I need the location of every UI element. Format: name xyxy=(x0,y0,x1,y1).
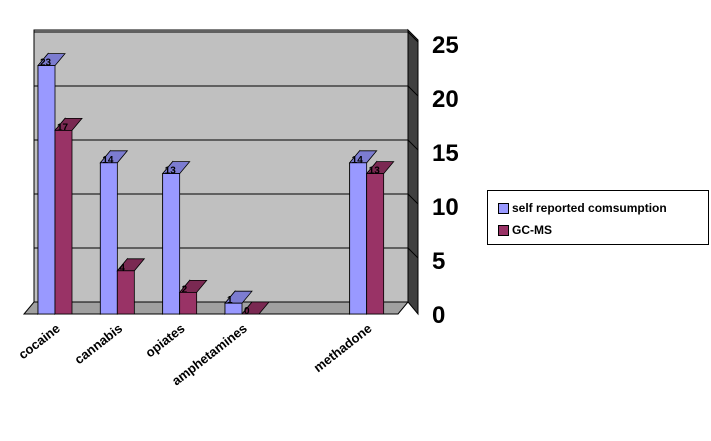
data-label: 14 xyxy=(352,155,364,166)
bar-series-1 xyxy=(224,290,253,316)
legend-swatch-series-1 xyxy=(498,202,509,214)
y-tick-label: 0 xyxy=(432,302,445,329)
x-tick-label: cannabis xyxy=(72,321,126,368)
data-label: 23 xyxy=(40,58,52,69)
back-wall xyxy=(33,29,409,303)
data-label: 1 xyxy=(227,295,233,306)
legend-label-series-2: GC-MS xyxy=(512,223,552,237)
data-label: 14 xyxy=(102,155,114,166)
bar-series-1 xyxy=(161,160,191,316)
data-label: 2 xyxy=(182,284,188,295)
bar-series-2 xyxy=(54,117,83,316)
legend-label-series-1: self reported comsumption xyxy=(512,201,667,215)
gridline-side xyxy=(407,193,419,205)
bar-series-2 xyxy=(178,279,208,316)
x-tick-label: opiates xyxy=(142,321,187,361)
y-axis-ticks: 0 5 10 15 20 25 xyxy=(432,32,459,329)
y-tick-label: 25 xyxy=(432,32,459,59)
x-tick-label: cocaine xyxy=(15,321,62,363)
gridline-side xyxy=(407,31,419,43)
x-tick-label: methadone xyxy=(311,321,375,376)
legend-item-series-1: self reported comsumption xyxy=(498,201,667,215)
bar-series-2 xyxy=(365,160,395,316)
data-label: 0 xyxy=(244,306,250,317)
legend-swatch-series-2 xyxy=(498,224,509,236)
data-labels: 23 17 14 4 13 2 10 14 13 xyxy=(40,58,380,317)
y-tick-label: 20 xyxy=(432,86,459,113)
bar-series-1 xyxy=(99,149,129,316)
chart-bars xyxy=(37,52,395,316)
data-label: 17 xyxy=(57,122,69,133)
chart-gridlines xyxy=(34,31,419,259)
bar-series-1 xyxy=(348,149,378,316)
y-tick-label: 5 xyxy=(432,248,445,275)
data-label: 13 xyxy=(165,166,177,177)
bar-series-1 xyxy=(37,52,66,316)
gridline-side xyxy=(407,139,419,151)
gridline-side xyxy=(407,85,419,97)
data-label: 4 xyxy=(119,263,125,274)
data-label: 13 xyxy=(369,166,381,177)
y-tick-label: 10 xyxy=(432,194,459,221)
y-tick-label: 15 xyxy=(432,140,459,167)
legend: self reported comsumption GC-MS xyxy=(487,190,709,245)
bar-series-2 xyxy=(116,257,146,316)
bar-series-2 xyxy=(241,301,270,315)
legend-item-series-2: GC-MS xyxy=(498,223,552,237)
side-wall xyxy=(407,28,419,316)
gridline-side xyxy=(407,247,419,259)
